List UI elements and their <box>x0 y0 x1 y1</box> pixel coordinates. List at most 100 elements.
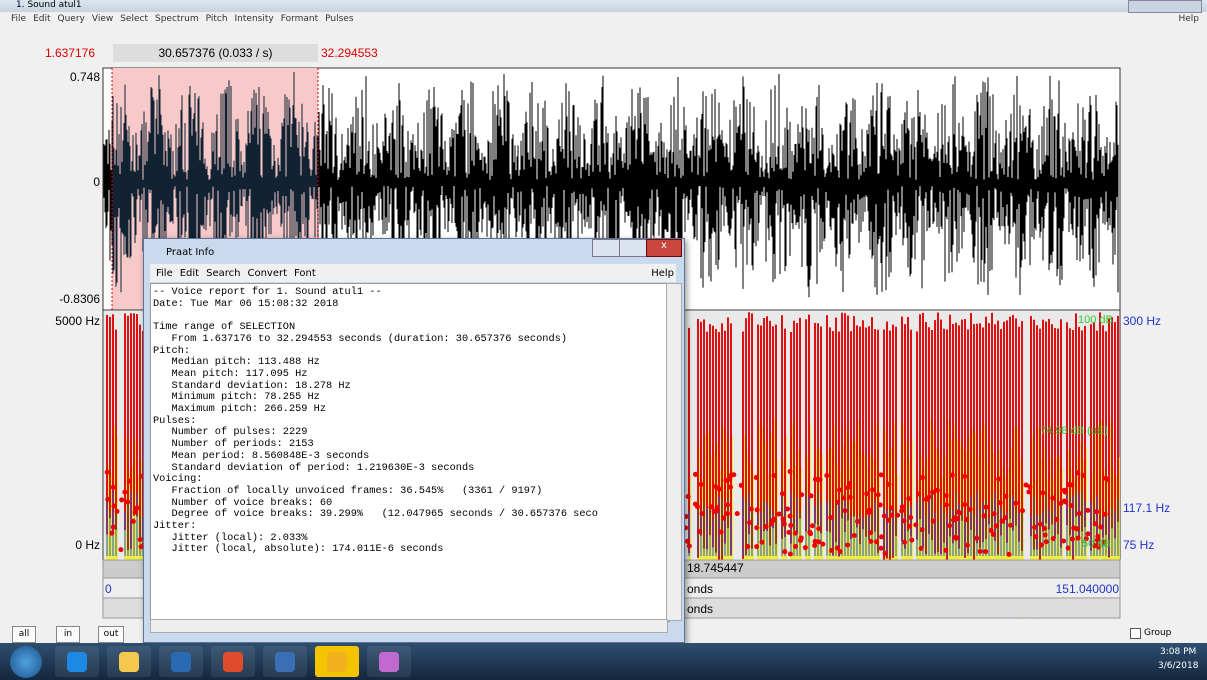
zoom-out[interactable]: out <box>98 626 124 643</box>
pitch-dot <box>870 487 875 492</box>
pitch-dot <box>886 482 891 487</box>
pitch-dot <box>1076 536 1081 541</box>
pitch-dot <box>133 510 138 515</box>
task-icon[interactable] <box>159 646 203 677</box>
task-icon[interactable] <box>107 646 151 677</box>
info-help[interactable]: Help <box>651 268 674 279</box>
text-line: -- Voice report for 1. Sound atul1 -- <box>153 287 669 299</box>
pitch-bottom: 75 Hz <box>1123 538 1154 552</box>
menu-item[interactable]: Edit <box>180 268 199 279</box>
spec-red <box>904 324 906 548</box>
vertical-scrollbar[interactable] <box>666 283 682 621</box>
spec-red <box>841 313 843 519</box>
pitch-dot <box>709 504 714 509</box>
spec-red <box>874 329 876 531</box>
pitch-dot <box>930 490 935 495</box>
pitch-dot <box>735 511 740 516</box>
pitch-dot <box>1039 542 1044 547</box>
pitch-dot <box>686 494 691 499</box>
minimize[interactable] <box>592 239 620 257</box>
pitch-dot <box>886 518 891 523</box>
pitch-dot <box>781 517 786 522</box>
pitch-dot <box>920 475 925 480</box>
pitch-dot <box>717 486 722 491</box>
pitch-dot <box>115 509 120 514</box>
pitch-dot <box>947 523 952 528</box>
spec-red <box>799 318 801 519</box>
pitch-dot <box>754 475 759 480</box>
pitch-dot <box>868 539 873 544</box>
pitch-dot <box>878 502 883 507</box>
pitch-dot <box>1098 525 1103 530</box>
maximize[interactable] <box>619 239 647 257</box>
spec-red <box>724 331 726 544</box>
pitch-dot <box>700 511 705 516</box>
task-icon[interactable] <box>315 646 359 677</box>
group-checkbox[interactable] <box>1130 628 1141 639</box>
spec-red <box>1003 322 1005 524</box>
pitch-dot <box>788 552 793 557</box>
pitch-dot <box>771 473 776 478</box>
task-icon[interactable] <box>367 646 411 677</box>
wave-top: 0.748 <box>70 70 100 84</box>
spec-red <box>826 315 828 531</box>
pitch-dot <box>895 513 900 518</box>
horizontal-scrollbar[interactable] <box>150 619 668 633</box>
spec-red <box>766 316 768 531</box>
pitch-dot <box>787 469 792 474</box>
pitch-dot <box>731 472 736 477</box>
pitch-dot <box>719 530 724 535</box>
pitch-dot <box>1042 526 1047 531</box>
pitch-dot <box>1007 552 1012 557</box>
pitch-dot <box>122 490 127 495</box>
task-icon[interactable] <box>263 646 307 677</box>
pitch-dot <box>693 502 698 507</box>
zoom-all[interactable]: all <box>12 626 36 643</box>
pitch-dot <box>747 520 752 525</box>
pitch-dot <box>902 540 907 545</box>
close[interactable]: x <box>646 239 682 257</box>
pitch-dot <box>699 482 704 487</box>
pitch-dot <box>799 492 804 497</box>
pitch-dot <box>782 549 787 554</box>
zoom-in[interactable]: in <box>56 626 80 643</box>
pitch-dot <box>1085 508 1090 513</box>
group-label: Group <box>1144 628 1171 638</box>
pitch-dot <box>842 508 847 513</box>
pitch-dot <box>727 477 732 482</box>
task-icon[interactable] <box>211 646 255 677</box>
spec-red <box>1018 327 1020 542</box>
pitch-dot <box>927 494 932 499</box>
pitch-dot <box>998 500 1003 505</box>
pitch-dot <box>782 522 787 527</box>
pitch-dot <box>909 537 914 542</box>
pitch-dot <box>1086 531 1091 536</box>
menu-item[interactable]: Search <box>206 268 240 279</box>
pitch-dot <box>828 515 833 520</box>
menu-item[interactable]: File <box>156 268 173 279</box>
pitch-dot <box>809 493 814 498</box>
cursor-time: 18.745447 <box>687 561 744 575</box>
start-button[interactable] <box>10 646 42 678</box>
pitch-dot <box>944 502 949 507</box>
pitch-dot <box>759 540 764 545</box>
pitch-dot <box>739 483 744 488</box>
pitch-dot <box>1008 523 1013 528</box>
pitch-dot <box>991 532 996 537</box>
menu-item[interactable]: Convert <box>247 268 287 279</box>
pitch-dot <box>780 491 785 496</box>
spec-red <box>109 317 111 518</box>
spec-red <box>862 320 864 529</box>
spec-red <box>1111 317 1113 528</box>
text-line: Jitter: <box>153 521 669 533</box>
menu-item[interactable]: Font <box>294 268 316 279</box>
window-start: 0 <box>105 582 112 596</box>
pitch-dot <box>1003 494 1008 499</box>
pitch-dot <box>1038 522 1043 527</box>
pitch-dot <box>1069 482 1074 487</box>
spec-red <box>124 313 126 530</box>
task-icon[interactable] <box>55 646 99 677</box>
pitch-dot <box>725 502 730 507</box>
pitch-dot <box>1044 539 1049 544</box>
spec-red <box>727 317 729 528</box>
